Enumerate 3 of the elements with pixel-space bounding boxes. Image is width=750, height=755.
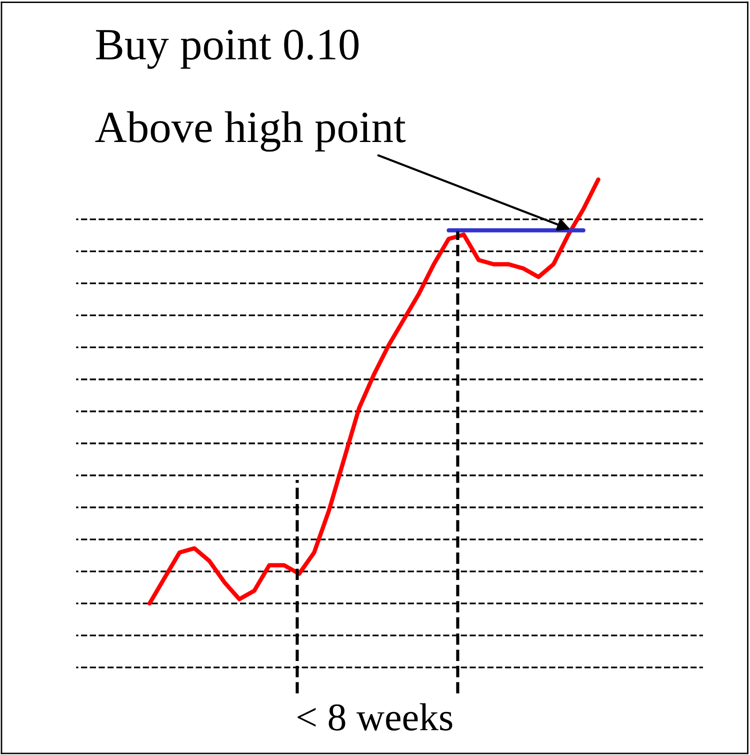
chart-title: Buy point 0.10 bbox=[96, 30, 359, 69]
text: < 8 weeks bbox=[298, 703, 452, 731]
text: Above high point bbox=[95, 111, 406, 152]
